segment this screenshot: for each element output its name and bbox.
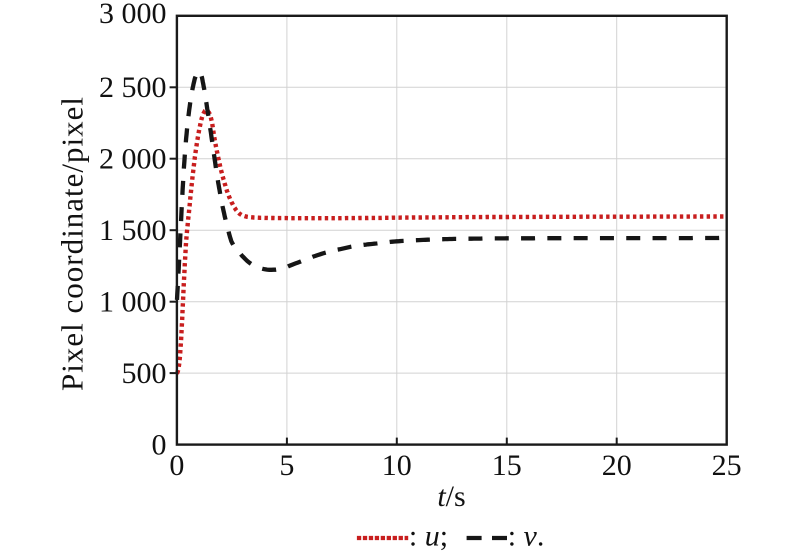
svg-text:2 000: 2 000: [99, 143, 167, 176]
svg-text:t/s: t/s: [437, 480, 465, 513]
svg-text:20: 20: [602, 449, 632, 482]
svg-text:0: 0: [169, 449, 184, 482]
svg-text:5: 5: [279, 449, 294, 482]
svg-text:Pixel coordinate/pixel: Pixel coordinate/pixel: [55, 96, 90, 391]
svg-text:500: 500: [122, 357, 167, 390]
svg-text:25: 25: [712, 449, 742, 482]
svg-text:1 000: 1 000: [99, 286, 167, 319]
svg-text:3 000: 3 000: [99, 0, 167, 30]
svg-text:1 500: 1 500: [99, 214, 167, 247]
svg-text:: u;: : u;: [409, 520, 448, 553]
svg-text:0: 0: [152, 428, 167, 461]
svg-text:: v.: : v.: [508, 520, 545, 553]
svg-text:2 500: 2 500: [99, 71, 167, 104]
svg-text:15: 15: [492, 449, 522, 482]
svg-text:10: 10: [382, 449, 412, 482]
